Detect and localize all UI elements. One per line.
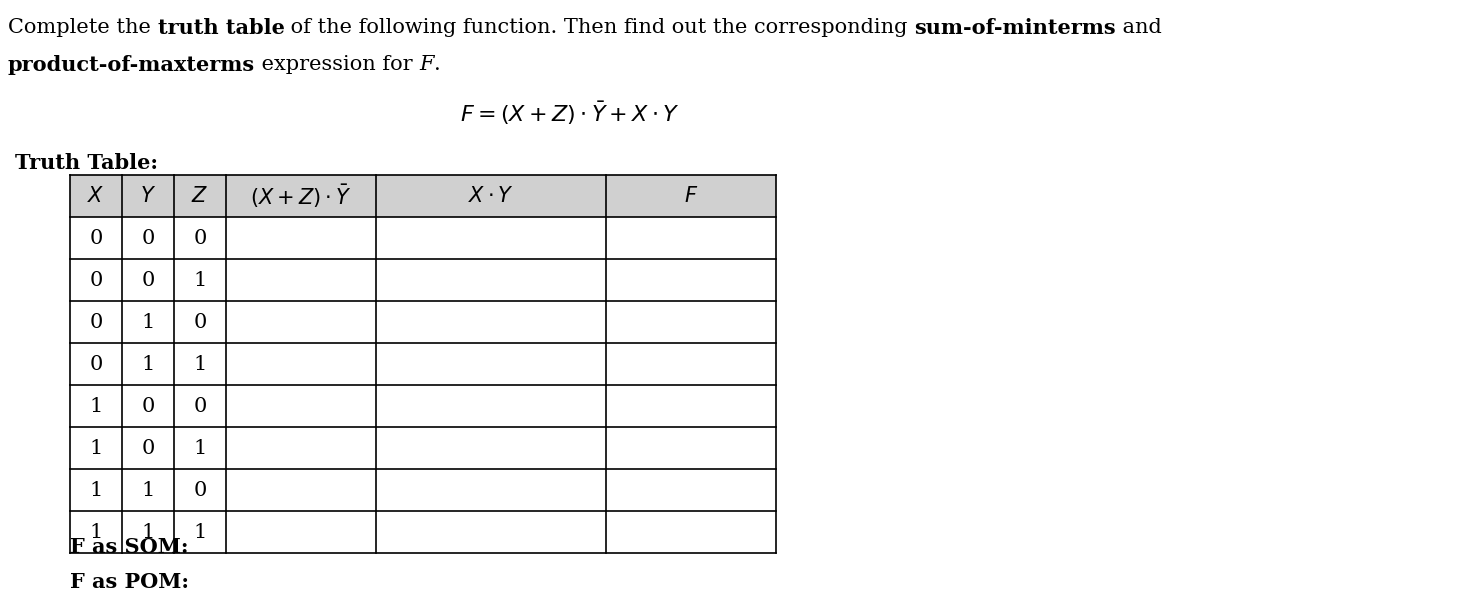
Text: Truth Table:: Truth Table: <box>15 153 158 173</box>
Text: $Z$: $Z$ <box>192 186 208 206</box>
Text: $F$: $F$ <box>683 186 698 206</box>
Text: 1: 1 <box>141 481 155 499</box>
Text: product-of-maxterms: product-of-maxterms <box>7 55 255 75</box>
Text: 0: 0 <box>141 229 155 247</box>
Text: .: . <box>434 55 441 74</box>
Text: 1: 1 <box>141 523 155 541</box>
Text: 0: 0 <box>194 481 207 499</box>
Text: of the following function. Then find out the corresponding: of the following function. Then find out… <box>284 18 915 37</box>
Text: 0: 0 <box>89 229 103 247</box>
Text: F as POM:: F as POM: <box>70 572 189 592</box>
Text: 0: 0 <box>89 271 103 289</box>
Text: F: F <box>419 55 434 74</box>
Text: 1: 1 <box>194 439 207 457</box>
Text: sum-of-minterms: sum-of-minterms <box>915 18 1116 38</box>
Text: 0: 0 <box>89 355 103 373</box>
Text: $Y$: $Y$ <box>139 186 155 206</box>
Text: 0: 0 <box>194 313 207 331</box>
Text: 0: 0 <box>194 397 207 415</box>
Text: 1: 1 <box>194 271 207 289</box>
Text: 0: 0 <box>141 439 155 457</box>
Text: 0: 0 <box>194 229 207 247</box>
Text: 1: 1 <box>89 523 103 541</box>
Text: 1: 1 <box>194 523 207 541</box>
Text: 1: 1 <box>89 481 103 499</box>
Text: $X$: $X$ <box>86 186 104 206</box>
Text: 0: 0 <box>141 397 155 415</box>
Bar <box>70 175 776 217</box>
Text: 0: 0 <box>89 313 103 331</box>
Text: $X \cdot Y$: $X \cdot Y$ <box>468 186 515 206</box>
Text: F as SOM:: F as SOM: <box>70 537 189 557</box>
Text: expression for: expression for <box>255 55 419 74</box>
Text: 1: 1 <box>89 439 103 457</box>
Text: truth table: truth table <box>157 18 284 38</box>
Text: 1: 1 <box>141 313 155 331</box>
Text: $(X + Z) \cdot \bar{Y}$: $(X + Z) \cdot \bar{Y}$ <box>251 182 352 209</box>
Text: 0: 0 <box>141 271 155 289</box>
Text: Complete the: Complete the <box>7 18 157 37</box>
Text: 1: 1 <box>89 397 103 415</box>
Text: $F = (X + Z) \cdot \bar{Y} + X \cdot Y$: $F = (X + Z) \cdot \bar{Y} + X \cdot Y$ <box>460 100 680 127</box>
Text: 1: 1 <box>194 355 207 373</box>
Text: and: and <box>1116 18 1161 37</box>
Text: 1: 1 <box>141 355 155 373</box>
